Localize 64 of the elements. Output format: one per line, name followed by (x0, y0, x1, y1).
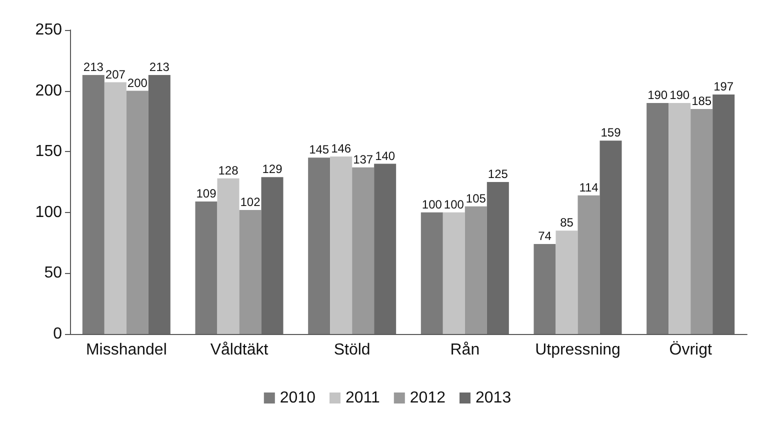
bar (464, 206, 487, 334)
data-label: 197 (714, 79, 734, 94)
data-label: 140 (375, 148, 396, 163)
data-label: 207 (105, 67, 126, 82)
bar (556, 230, 578, 334)
data-label: 85 (560, 216, 574, 230)
legend-label: 2012 (410, 390, 446, 406)
legend-label: 2011 (346, 390, 380, 406)
bar (239, 210, 262, 334)
y-tick-label: 200 (35, 82, 62, 100)
bar (646, 102, 669, 334)
x-tick-label: Övrigt (669, 340, 712, 358)
bar (104, 82, 126, 334)
data-label: 146 (331, 141, 352, 156)
data-label: 128 (218, 163, 239, 178)
x-tick-label: Rån (450, 342, 480, 358)
data-label: 137 (353, 152, 374, 166)
legend-label: 2010 (280, 390, 316, 406)
legend-label: 2013 (476, 390, 512, 406)
data-label: 114 (579, 180, 599, 194)
y-tick-label: 250 (35, 22, 62, 38)
bar (195, 201, 218, 334)
bar (374, 164, 396, 334)
bar (486, 182, 509, 334)
bar (352, 167, 374, 334)
bar (442, 212, 465, 334)
data-label: 190 (670, 88, 690, 102)
bar (690, 109, 713, 334)
data-label: 100 (422, 197, 442, 212)
data-label: 200 (127, 76, 148, 90)
bar (420, 212, 443, 334)
bar (148, 74, 170, 334)
bar (82, 74, 104, 334)
bar (330, 156, 352, 334)
bar (261, 177, 284, 334)
x-tick-label: Stöld (334, 342, 370, 358)
bar (712, 94, 735, 334)
bar (534, 244, 556, 334)
x-tick-label: Misshandel (86, 342, 167, 358)
data-label: 129 (262, 162, 283, 176)
bar (668, 102, 691, 334)
data-label: 125 (488, 167, 508, 181)
data-label: 145 (309, 142, 330, 157)
data-label: 102 (240, 194, 261, 209)
y-tick-label: 100 (35, 204, 62, 221)
data-label: 100 (444, 197, 464, 212)
bar (578, 195, 600, 334)
x-tick-label: Våldtäkt (210, 342, 269, 358)
bar (308, 158, 330, 334)
data-label: 213 (149, 60, 170, 74)
data-label: 105 (466, 191, 486, 206)
y-tick-label: 50 (44, 264, 62, 282)
data-label: 213 (83, 60, 104, 74)
bar (126, 90, 148, 334)
data-label: 159 (600, 126, 622, 140)
data-label: 74 (538, 229, 552, 244)
data-label: 190 (648, 88, 668, 102)
y-tick-label: 0 (53, 326, 62, 342)
x-tick-label: Utpressning (535, 342, 620, 358)
data-label: 109 (196, 186, 217, 200)
y-tick-label: 150 (35, 143, 62, 160)
bar (600, 140, 622, 334)
data-label: 185 (692, 94, 712, 108)
bar (217, 178, 240, 334)
